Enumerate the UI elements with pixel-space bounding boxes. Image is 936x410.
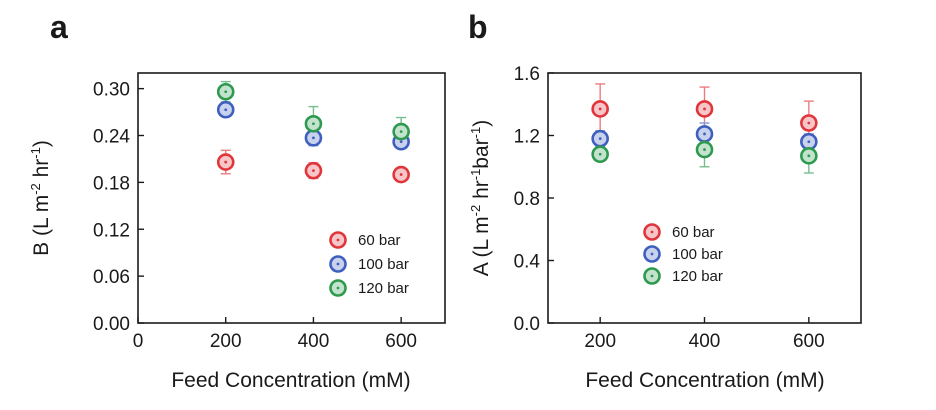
x-tick-label-b: 400 — [689, 331, 721, 352]
legend-marker-60-bar-b — [643, 223, 661, 241]
y-axis-a: 0.00 0.06 0.12 0.18 0.24 0.30 — [93, 80, 144, 335]
legend-label-60-bar-a: 60 bar — [358, 232, 401, 249]
y-tick-label-a: 0.00 — [93, 314, 130, 335]
legend-marker-120-bar-b — [643, 267, 661, 285]
legend-marker-120-bar-a — [329, 279, 347, 297]
x-axis-b: 200 400 600 — [584, 317, 825, 352]
data-point-60-bar-b — [695, 100, 714, 118]
legend-label-120-bar-a: 120 bar — [358, 280, 409, 297]
x-tick-label-b: 200 — [584, 331, 616, 352]
legend-a: 60 bar 100 bar 120 bar — [329, 231, 409, 297]
data-point-60-bar-b — [591, 100, 609, 118]
data-point-120-bar-b — [591, 145, 609, 164]
x-tick-label-a: 200 — [210, 331, 242, 352]
x-axis-title-b: Feed Concentration (mM) — [585, 369, 824, 392]
legend-b: 60 bar 100 bar 120 bar — [643, 223, 723, 285]
y-axis-b: 0.0 0.4 0.8 1.2 1.6 — [514, 64, 554, 335]
data-point-60-bar-a — [304, 161, 323, 180]
y-axis-title-b: A (L m-2 hr-1bar-1) — [468, 120, 493, 276]
legend-label-100-bar-a: 100 bar — [358, 256, 409, 273]
y-tick-label-b: 0.4 — [514, 252, 541, 273]
panel-a: a 0.00 0.06 0.12 0.18 0.24 0.30 0 200 400 600 Fe… — [28, 9, 446, 392]
legend-label-60-bar-b: 60 bar — [672, 224, 715, 241]
plot-frame-a — [137, 72, 446, 324]
y-tick-label-b: 1.6 — [514, 64, 540, 85]
data-point-100-bar-a — [304, 129, 323, 147]
panel-letter-a: a — [50, 9, 68, 45]
y-tick-label-b: 1.2 — [514, 127, 540, 148]
data-point-100-bar-b — [800, 132, 818, 151]
x-tick-label-a: 0 — [133, 331, 144, 352]
panel-b: b 0.0 0.4 0.8 1.2 1.6 200 400 600 Feed Concent… — [468, 9, 862, 392]
legend-label-120-bar-b: 120 bar — [672, 268, 723, 285]
data-point-60-bar-a — [216, 153, 235, 171]
data-point-120-bar-a — [392, 122, 410, 141]
legend-marker-100-bar-b — [643, 245, 661, 263]
data-points-b — [591, 83, 818, 174]
y-tick-label-a: 0.18 — [93, 173, 130, 194]
x-tick-label-b: 600 — [793, 331, 825, 352]
data-points-a — [216, 80, 410, 184]
y-tick-label-b: 0.8 — [514, 189, 540, 210]
x-tick-label-a: 600 — [385, 331, 417, 352]
x-axis-a: 0 200 400 600 — [133, 317, 417, 352]
legend-label-100-bar-b: 100 bar — [672, 246, 723, 263]
y-tick-label-a: 0.30 — [93, 80, 130, 101]
y-tick-label-a: 0.06 — [93, 267, 130, 288]
data-point-100-bar-a — [216, 100, 235, 119]
legend-marker-100-bar-a — [329, 255, 347, 273]
data-point-100-bar-b — [591, 129, 609, 148]
data-point-120-bar-a — [216, 82, 235, 101]
legend-marker-60-bar-a — [329, 231, 347, 249]
data-point-60-bar-a — [392, 165, 410, 184]
y-axis-title-a: B (L m-2 hr-1) — [28, 140, 53, 256]
data-point-100-bar-b — [695, 125, 714, 143]
panel-letter-b: b — [468, 9, 488, 45]
x-axis-title-a: Feed Concentration (mM) — [171, 369, 410, 392]
data-point-120-bar-b — [695, 140, 714, 159]
data-point-120-bar-b — [800, 147, 818, 165]
data-point-120-bar-a — [304, 114, 323, 133]
data-point-60-bar-b — [800, 114, 818, 132]
y-tick-label-a: 0.12 — [93, 220, 130, 241]
y-tick-label-b: 0.0 — [514, 314, 540, 335]
x-tick-label-a: 400 — [298, 331, 330, 352]
y-tick-label-a: 0.24 — [93, 127, 130, 148]
